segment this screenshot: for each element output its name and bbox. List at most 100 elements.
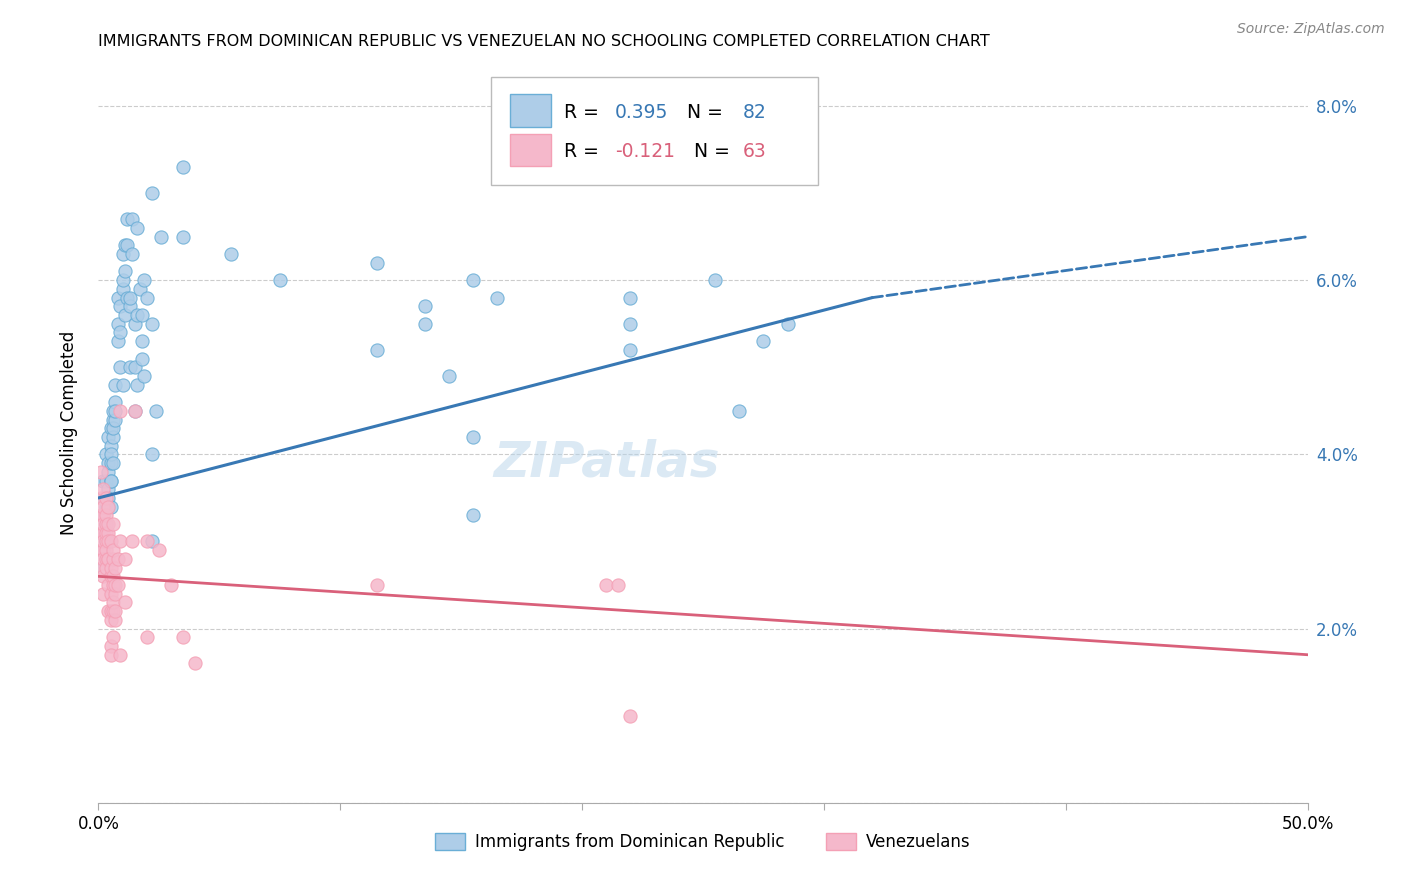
Point xyxy=(101,569,124,583)
Point xyxy=(94,534,117,549)
Point xyxy=(94,517,117,532)
Point xyxy=(114,552,136,566)
Legend: Immigrants from Dominican Republic, Venezuelans: Immigrants from Dominican Republic, Vene… xyxy=(429,826,977,857)
Point xyxy=(104,604,127,618)
Point xyxy=(107,291,129,305)
Point xyxy=(131,308,153,322)
FancyBboxPatch shape xyxy=(509,134,551,166)
Text: N =: N = xyxy=(682,142,737,161)
Point xyxy=(91,534,114,549)
Point xyxy=(141,186,163,200)
Point xyxy=(486,291,509,305)
Point xyxy=(101,604,124,618)
Point xyxy=(135,630,157,644)
Point xyxy=(101,412,124,426)
Point xyxy=(134,273,156,287)
Point xyxy=(90,508,112,523)
Point xyxy=(135,291,157,305)
Point xyxy=(366,256,388,270)
Point xyxy=(100,439,122,453)
Point xyxy=(97,430,120,444)
Point xyxy=(100,447,122,461)
Point xyxy=(104,578,127,592)
Point xyxy=(463,430,485,444)
Point xyxy=(90,525,112,540)
Point xyxy=(172,160,194,174)
FancyBboxPatch shape xyxy=(509,95,551,127)
Point xyxy=(101,421,124,435)
Point xyxy=(595,578,617,592)
Point xyxy=(117,291,139,305)
Point xyxy=(101,430,124,444)
Text: R =: R = xyxy=(564,142,605,161)
Point xyxy=(94,543,117,558)
Point xyxy=(752,334,775,348)
Point xyxy=(121,534,143,549)
Point xyxy=(127,221,149,235)
Point xyxy=(463,273,485,287)
Point xyxy=(94,525,117,540)
Point xyxy=(97,465,120,479)
Point xyxy=(269,273,291,287)
Point xyxy=(117,238,139,252)
Point xyxy=(97,491,120,505)
Point xyxy=(101,630,124,644)
Point xyxy=(776,317,799,331)
Point xyxy=(108,299,131,313)
Point xyxy=(728,404,751,418)
Point xyxy=(104,412,127,426)
Point xyxy=(124,404,146,418)
Point xyxy=(97,482,120,496)
Point xyxy=(100,474,122,488)
Point xyxy=(91,525,114,540)
Point xyxy=(104,560,127,574)
Text: 0.395: 0.395 xyxy=(614,103,668,121)
Point xyxy=(104,377,127,392)
Point xyxy=(619,291,641,305)
Point xyxy=(94,474,117,488)
Point xyxy=(94,552,117,566)
Text: Source: ZipAtlas.com: Source: ZipAtlas.com xyxy=(1237,22,1385,37)
Point xyxy=(101,456,124,470)
Point xyxy=(100,534,122,549)
Point xyxy=(619,708,641,723)
Point xyxy=(91,543,114,558)
Point xyxy=(366,578,388,592)
Point xyxy=(97,552,120,566)
Point xyxy=(413,317,436,331)
Point xyxy=(101,404,124,418)
Point xyxy=(127,308,149,322)
Point xyxy=(91,560,114,574)
Point xyxy=(91,525,114,540)
Point xyxy=(91,482,114,496)
Point xyxy=(97,500,120,514)
Point xyxy=(111,377,134,392)
Point xyxy=(94,500,117,514)
Point xyxy=(100,587,122,601)
Point xyxy=(148,543,170,558)
Point xyxy=(117,212,139,227)
Point xyxy=(91,543,114,558)
Point xyxy=(90,543,112,558)
Point xyxy=(135,534,157,549)
Point xyxy=(127,377,149,392)
Point xyxy=(108,326,131,340)
Point xyxy=(94,517,117,532)
Point xyxy=(141,447,163,461)
Point xyxy=(101,552,124,566)
Point xyxy=(114,238,136,252)
Point xyxy=(90,560,112,574)
Point xyxy=(94,508,117,523)
Point xyxy=(91,569,114,583)
Point xyxy=(141,317,163,331)
Text: -0.121: -0.121 xyxy=(614,142,675,161)
Point xyxy=(91,500,114,514)
Text: ZIPatlas: ZIPatlas xyxy=(494,438,720,486)
Text: 63: 63 xyxy=(742,142,766,161)
Point xyxy=(118,291,141,305)
Point xyxy=(111,247,134,261)
Point xyxy=(94,560,117,574)
Point xyxy=(184,657,207,671)
Point xyxy=(619,317,641,331)
Point xyxy=(114,595,136,609)
